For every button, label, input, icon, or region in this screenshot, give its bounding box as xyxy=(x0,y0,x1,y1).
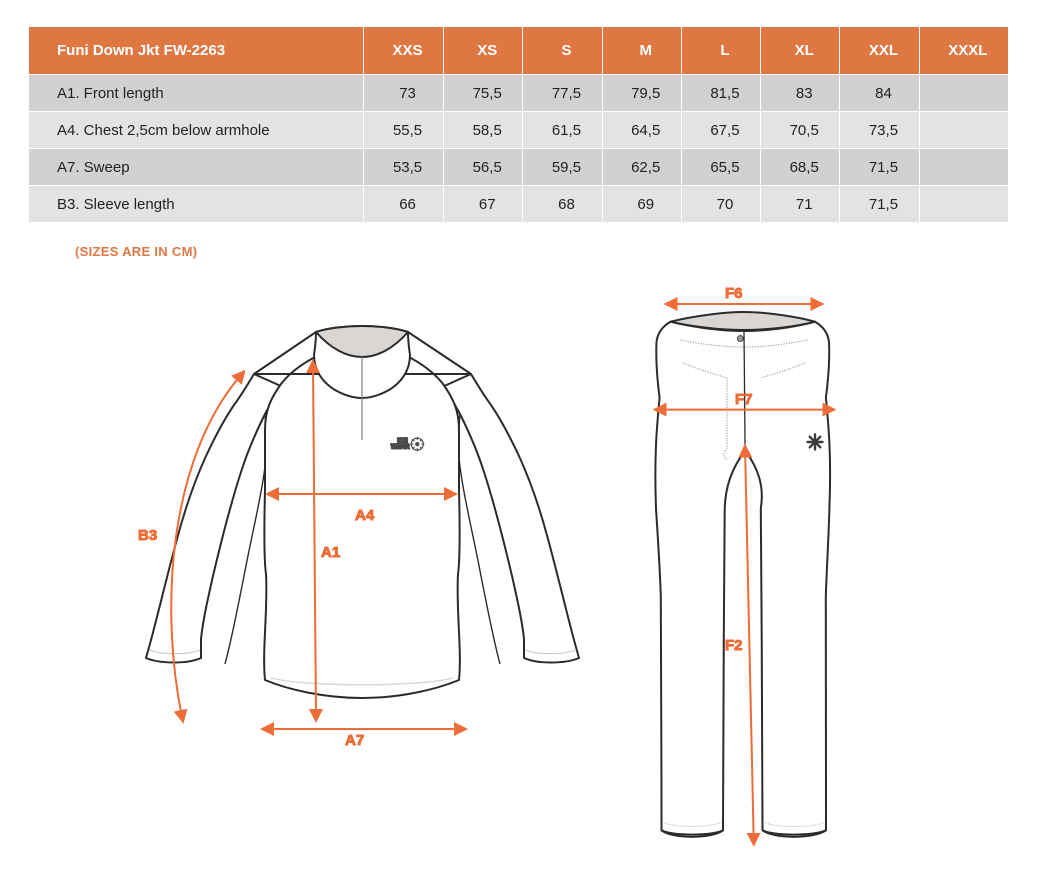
svg-text:F6: F6 xyxy=(725,285,743,302)
svg-text:A7: A7 xyxy=(345,732,364,749)
svg-text:F7: F7 xyxy=(735,391,753,408)
svg-text:B3: B3 xyxy=(138,527,157,544)
svg-text:A1: A1 xyxy=(321,544,340,561)
svg-text:WEAR: WEAR xyxy=(391,444,410,450)
svg-text:F2: F2 xyxy=(725,637,743,654)
svg-text:A4: A4 xyxy=(355,507,375,524)
